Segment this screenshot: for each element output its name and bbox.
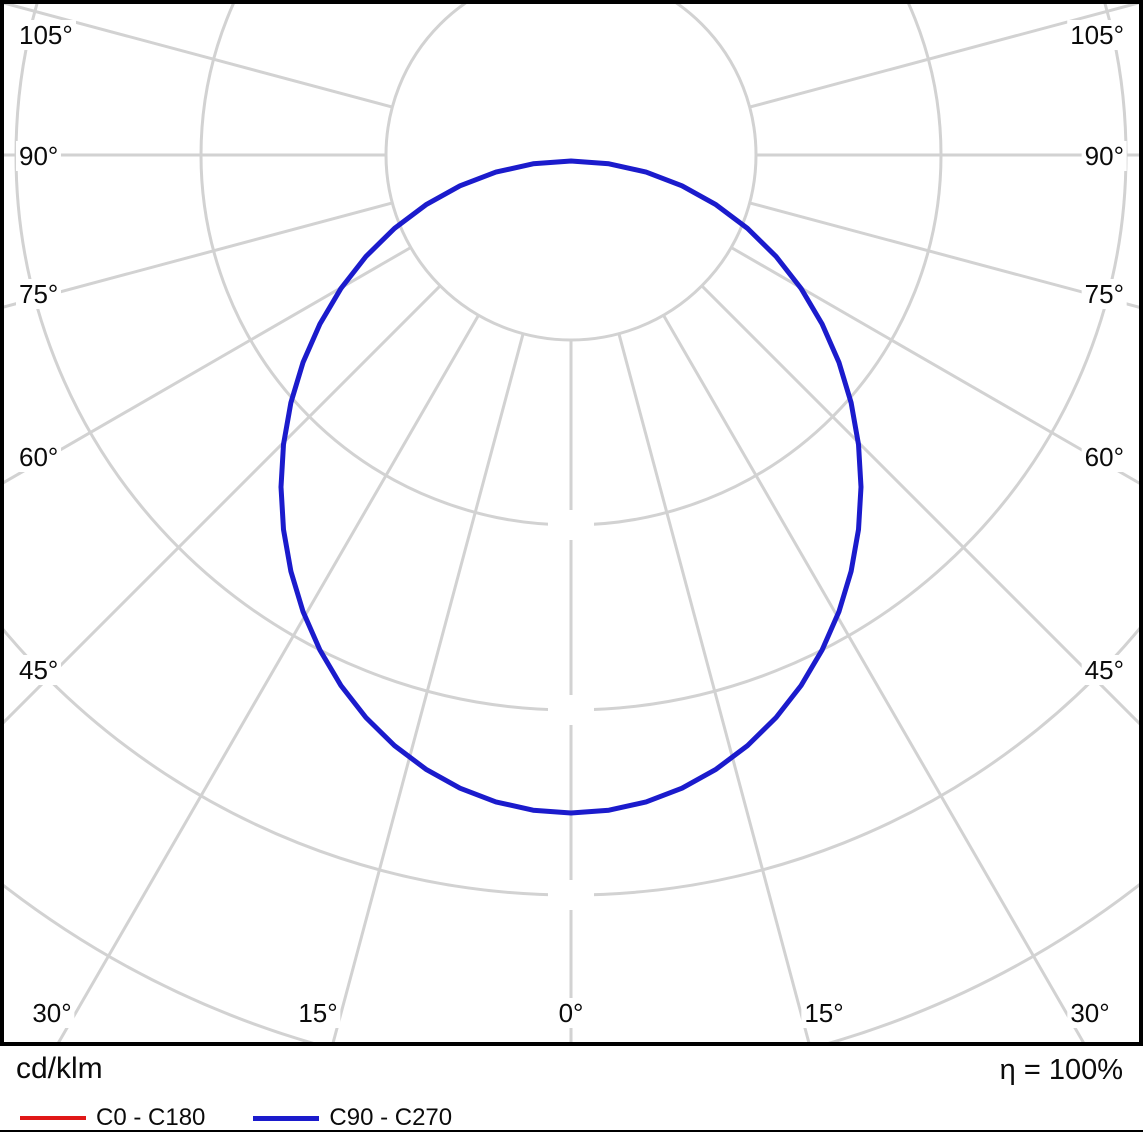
angle-label: 30° bbox=[1067, 998, 1113, 1028]
c90-c270-line-swatch bbox=[253, 1115, 320, 1121]
unit-label: cd/klm bbox=[16, 1052, 103, 1085]
c0-c180-label: C0 - C180 bbox=[96, 1104, 206, 1131]
efficiency-label: η = 100% bbox=[999, 1054, 1123, 1086]
legend-footer: cd/klm η = 100% C0 - C180 C90 - C270 bbox=[0, 1046, 1143, 1143]
curve-c90-c270 bbox=[278, 158, 864, 816]
angle-label: 90° bbox=[16, 141, 62, 171]
legend-row: C0 - C180 C90 - C270 bbox=[20, 1104, 452, 1132]
angle-label: 60° bbox=[1081, 442, 1127, 472]
angle-label: 15° bbox=[295, 998, 341, 1028]
angle-label: 30° bbox=[29, 998, 75, 1028]
angle-label: 45° bbox=[1081, 655, 1127, 685]
angle-label: 60° bbox=[16, 442, 62, 472]
angle-label: 45° bbox=[16, 655, 62, 685]
angle-label: 90° bbox=[1081, 141, 1127, 171]
c0-c180-line-swatch bbox=[20, 1116, 86, 1120]
angle-label: 75° bbox=[1081, 279, 1127, 309]
polar-grid-and-curves bbox=[4, 4, 1139, 1042]
angle-label: 0° bbox=[555, 998, 587, 1028]
angle-label: 75° bbox=[16, 279, 62, 309]
c90-c270-label: C90 - C270 bbox=[329, 1104, 453, 1131]
angle-label: 105° bbox=[16, 20, 76, 50]
angle-label: 15° bbox=[801, 998, 847, 1028]
footer-rule bbox=[0, 1130, 1143, 1132]
angle-label: 105° bbox=[1067, 20, 1127, 50]
